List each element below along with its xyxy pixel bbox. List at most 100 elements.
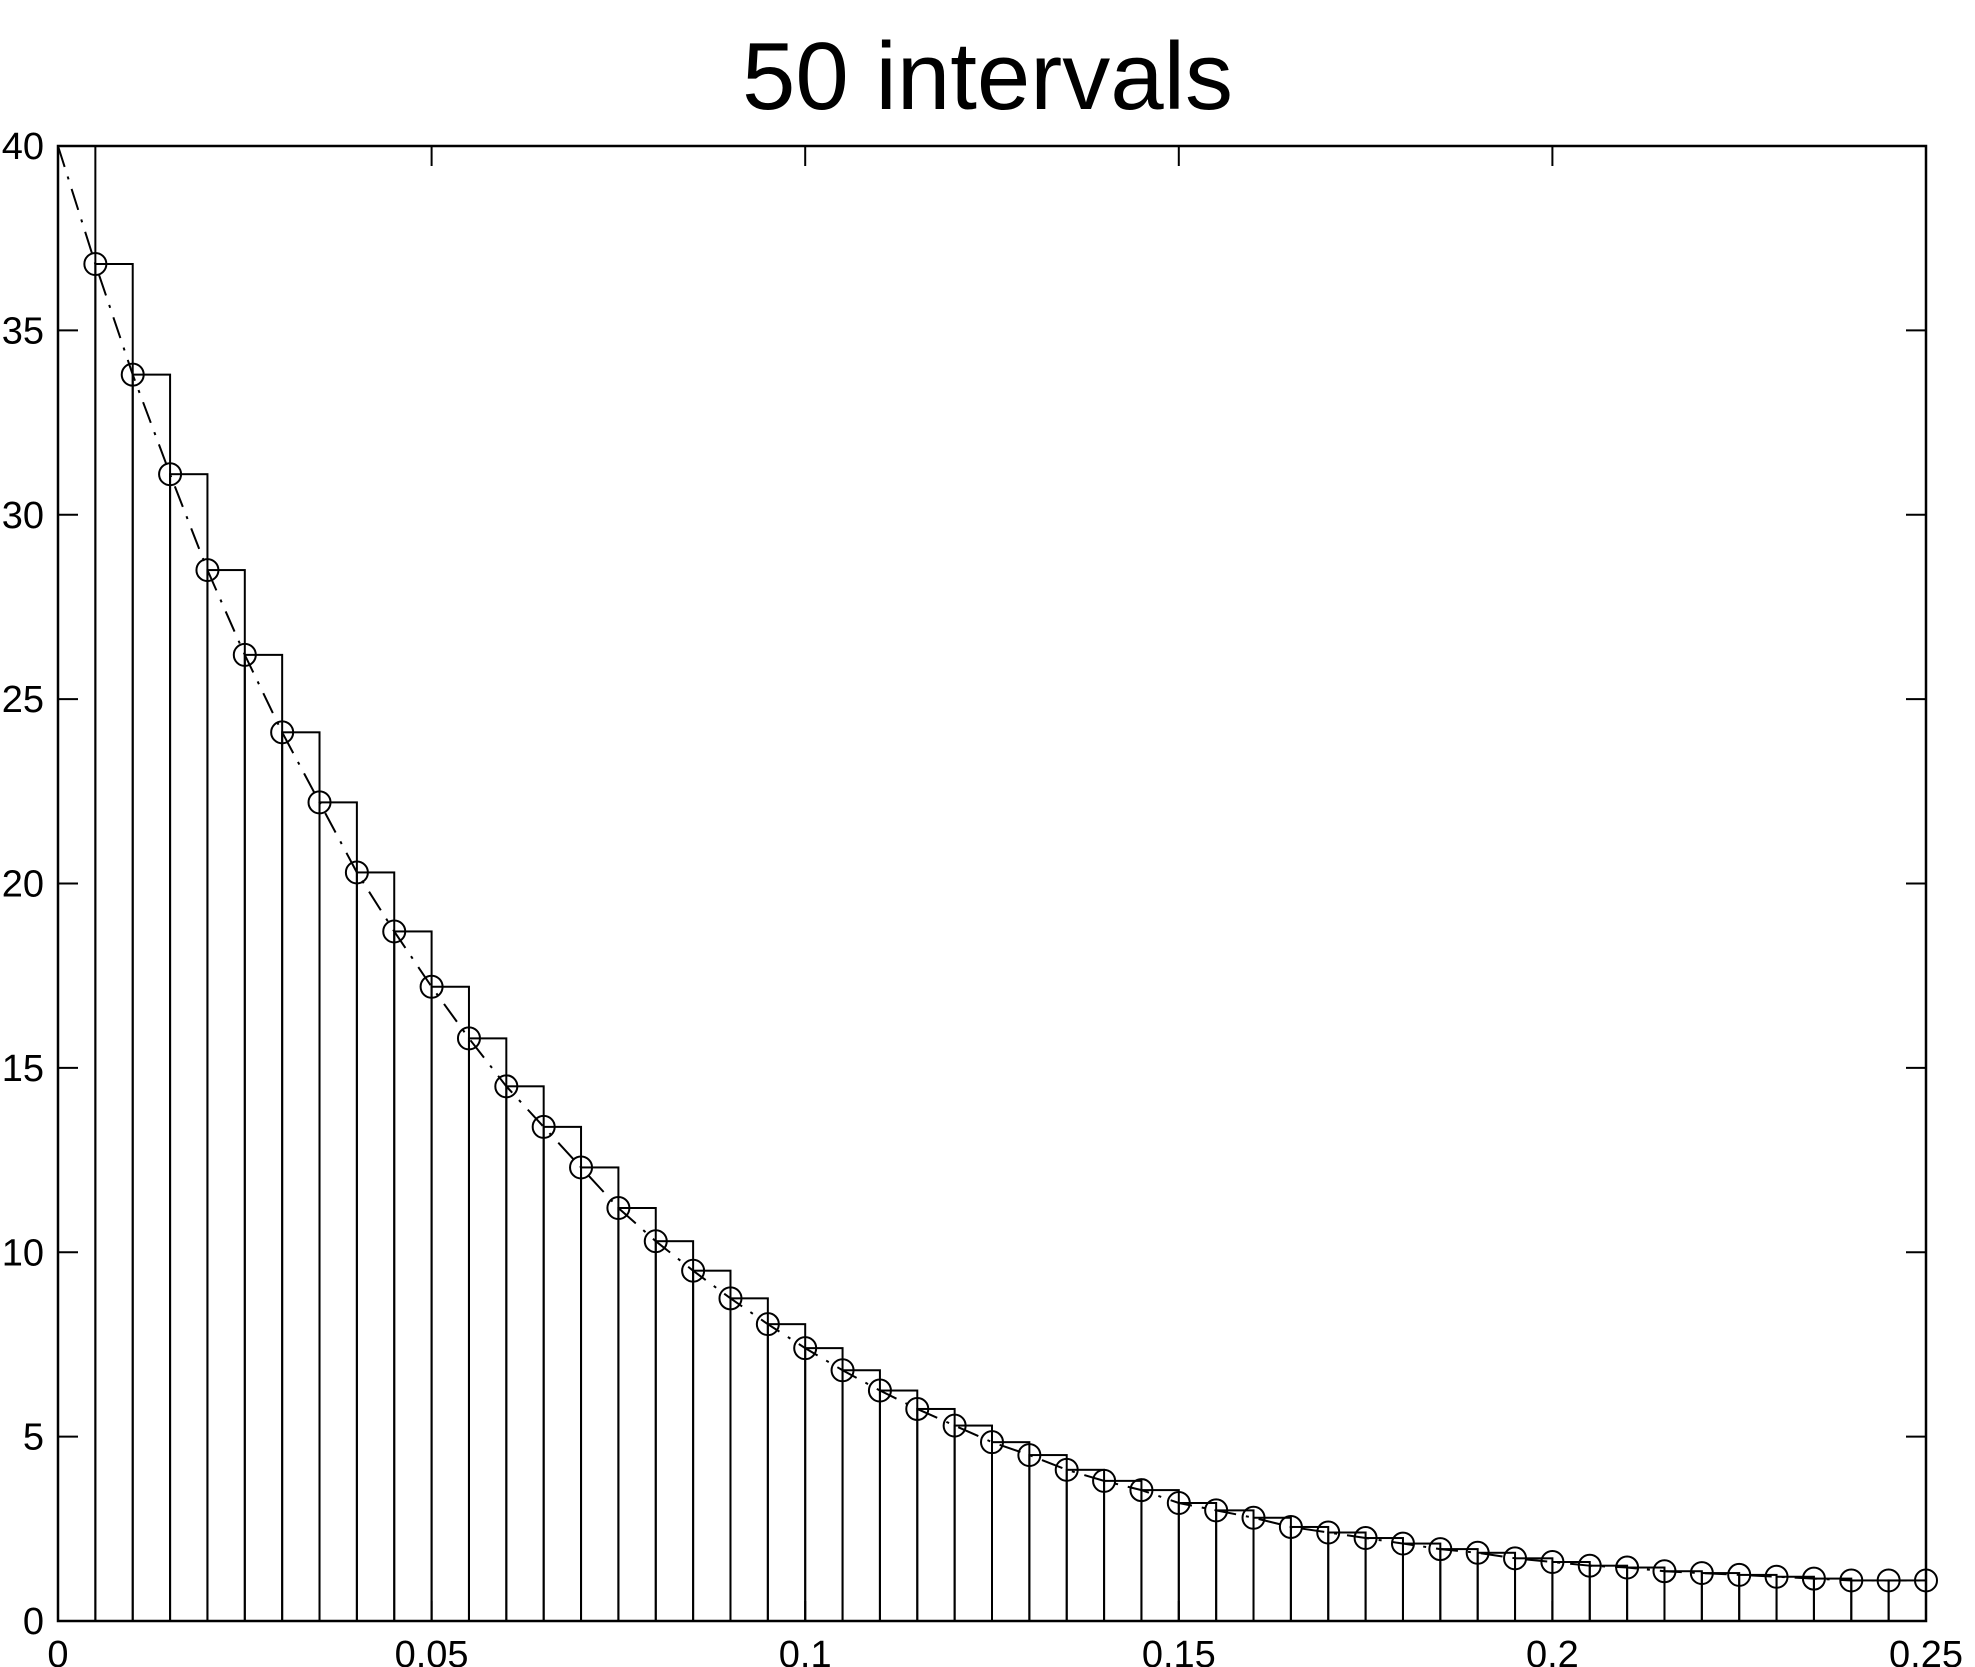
curve-marker: [1166, 1491, 1191, 1515]
curve-series: [57, 145, 1926, 1582]
histogram-bar: [467, 1037, 508, 1622]
histogram-bar: [430, 985, 470, 1622]
histogram-bar: [953, 1424, 994, 1622]
curve-marker: [755, 1312, 780, 1337]
histogram-bar: [580, 1166, 620, 1622]
histogram-bar: [542, 1125, 583, 1622]
y-tick-label: 30: [2, 495, 44, 537]
curve-marker: [718, 1286, 743, 1311]
histogram-bar: [1103, 1479, 1143, 1622]
histogram-bar: [355, 871, 396, 1622]
histogram-bar: [916, 1407, 956, 1622]
curve-marker: [1577, 1553, 1602, 1578]
curve-marker: [1689, 1561, 1714, 1586]
histogram-bar: [1364, 1537, 1404, 1622]
curve-marker: [980, 1430, 1004, 1455]
curve-marker: [1129, 1478, 1154, 1503]
curve-marker: [1876, 1568, 1901, 1593]
curve-marker: [1278, 1514, 1303, 1539]
curve-marker: [1316, 1520, 1341, 1545]
curve-marker: [606, 1196, 631, 1220]
curve-marker: [1764, 1564, 1789, 1589]
curve-marker: [456, 1026, 481, 1051]
histogram-bar: [804, 1347, 844, 1622]
histogram-bar: [1700, 1572, 1741, 1622]
curve-marker: [1353, 1526, 1378, 1551]
histogram-bar: [169, 473, 209, 1622]
x-tick-label: 0.1: [779, 1634, 832, 1667]
histogram-bars: [94, 146, 1928, 1622]
x-tick-label: 0.25: [1889, 1634, 1963, 1667]
histogram-bar: [1850, 1579, 1890, 1622]
curve-marker: [1241, 1505, 1266, 1530]
curve-marker: [1054, 1457, 1079, 1482]
histogram-bar: [1626, 1566, 1666, 1622]
histogram-bar: [1065, 1468, 1106, 1622]
histogram-bar: [94, 263, 134, 1622]
curve-marker: [531, 1114, 556, 1139]
y-tick-label: 25: [2, 679, 44, 721]
curve-marker: [419, 974, 444, 999]
histogram-bar: [617, 1207, 657, 1622]
curve-marker: [1615, 1555, 1640, 1580]
curve-marker: [1801, 1566, 1826, 1591]
y-tick-label: 10: [2, 1232, 44, 1274]
histogram-bar: [841, 1369, 881, 1622]
curve-marker: [643, 1229, 668, 1254]
histogram-bar: [206, 569, 246, 1622]
axis-ticks: [57, 145, 1927, 1622]
curve-marker: [1727, 1562, 1752, 1587]
curve-marker: [905, 1396, 930, 1421]
axis-tick-labels: 0 0.05 0.1 0.15 0.2 0.25 0 5 10 15 20 25 30 35 40: [2, 126, 1963, 1667]
curve-marker: [195, 558, 220, 583]
y-tick-label: 40: [2, 126, 44, 168]
curve-marker: [232, 642, 257, 667]
curve-marker: [1839, 1568, 1864, 1593]
histogram-bar: [281, 731, 321, 1622]
x-tick-label: 0.2: [1526, 1634, 1579, 1667]
histogram-bar: [243, 653, 284, 1622]
histogram-bar: [1812, 1577, 1853, 1622]
curve-marker: [120, 362, 145, 387]
x-tick-label: 0.05: [395, 1634, 469, 1667]
curve-marker: [1652, 1559, 1677, 1584]
curve-marker: [344, 860, 369, 885]
y-tick-label: 20: [2, 864, 44, 906]
plot-frame: [56, 144, 1928, 1623]
curve-line: [57, 145, 1926, 1582]
histogram-bar: [1140, 1489, 1180, 1622]
histogram-bar: [393, 930, 433, 1622]
histogram-bar: [131, 373, 172, 1622]
y-tick-label: 15: [2, 1048, 44, 1090]
curve-marker: [158, 462, 183, 487]
histogram-bar: [1663, 1570, 1703, 1622]
curve-marker: [569, 1155, 594, 1180]
histogram-bar: [505, 1085, 545, 1622]
y-tick-label: 0: [23, 1601, 44, 1643]
x-tick-label: 0: [47, 1634, 68, 1667]
curve-marker: [83, 252, 108, 276]
histogram-bar: [692, 1269, 732, 1622]
curve-marker: [494, 1074, 519, 1099]
curve-marker: [942, 1413, 967, 1438]
x-tick-label: 0.15: [1142, 1634, 1216, 1667]
histogram-bar: [1327, 1531, 1367, 1622]
curve-marker: [681, 1258, 706, 1283]
curve-marker: [1204, 1498, 1229, 1523]
curve-markers: [83, 252, 1938, 1593]
curve-marker: [1465, 1540, 1490, 1565]
histogram-bar: [1401, 1542, 1442, 1622]
histogram-bar: [1887, 1579, 1928, 1622]
curve-marker: [867, 1378, 892, 1403]
curve-marker: [830, 1358, 855, 1383]
curve-marker: [307, 790, 332, 815]
histogram-bar: [991, 1441, 1031, 1622]
y-tick-label: 5: [23, 1417, 44, 1459]
curve-marker: [1540, 1550, 1565, 1574]
histogram-bar: [1252, 1516, 1292, 1622]
histogram-bar: [766, 1323, 807, 1622]
histogram-bar: [1775, 1575, 1815, 1622]
curve-marker: [1428, 1537, 1453, 1562]
histogram-bar: [1738, 1573, 1778, 1622]
